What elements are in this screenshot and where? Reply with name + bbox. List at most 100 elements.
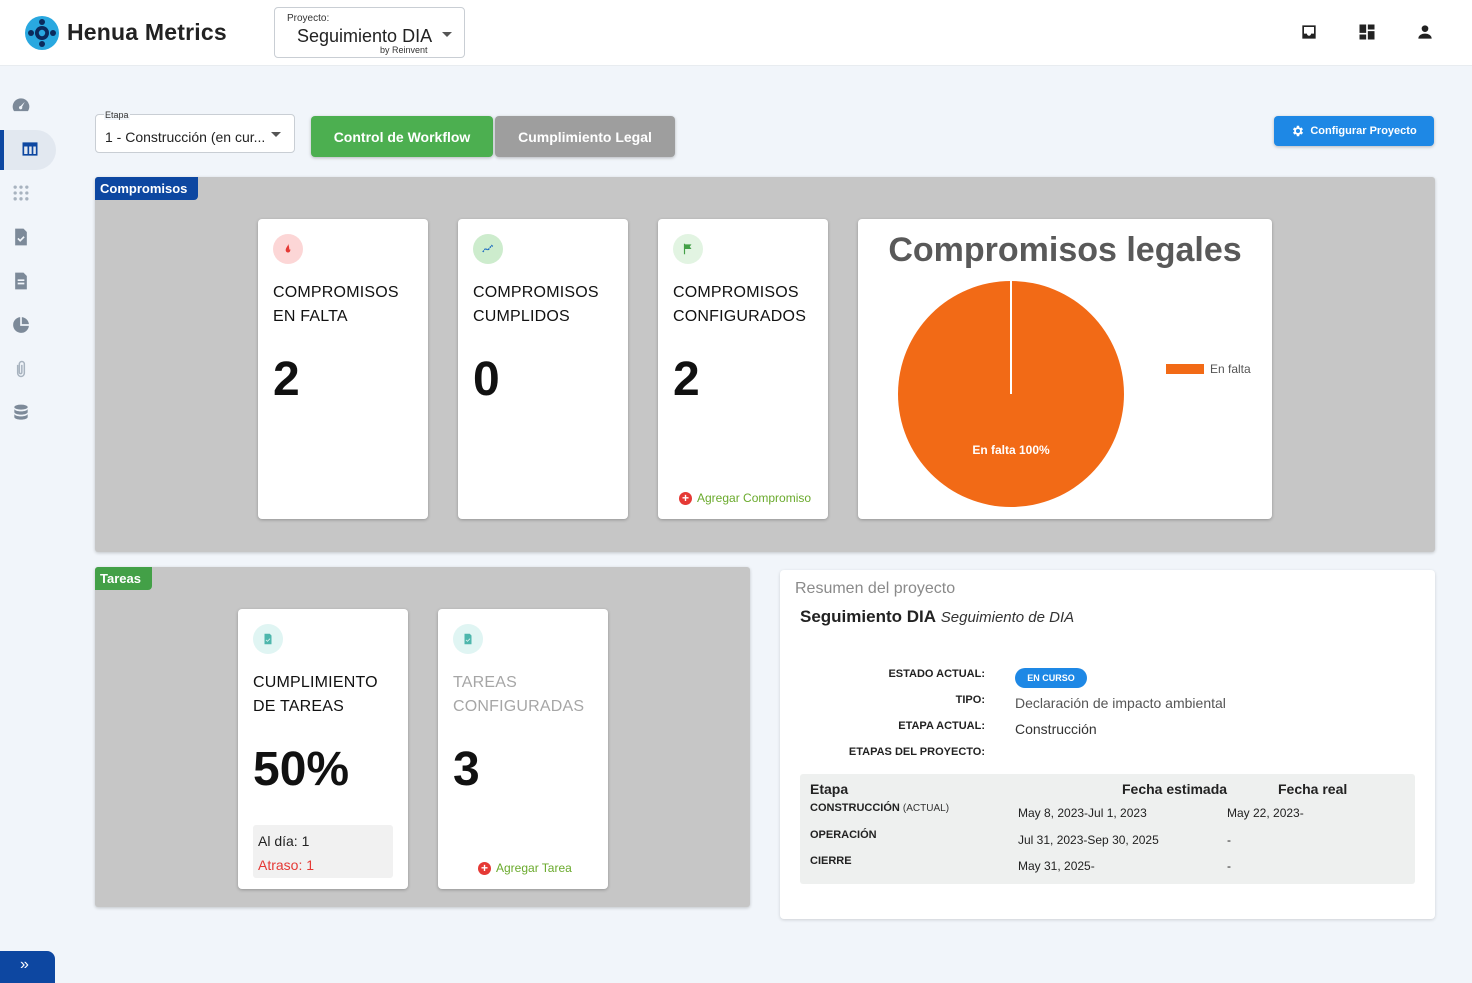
agregar-tarea-label: Agregar Tarea: [496, 861, 572, 875]
tipo-value: Declaración de impacto ambiental: [1015, 695, 1226, 711]
table-row-estimada: May 8, 2023-Jul 1, 2023: [1018, 806, 1147, 820]
etapa-actual-label: ETAPA ACTUAL:: [898, 720, 985, 732]
card-value: 50%: [253, 743, 350, 796]
card-title: COMPROMISOS CUMPLIDOS: [473, 284, 599, 325]
user-icon[interactable]: [1415, 22, 1435, 42]
card-value: 2: [673, 353, 700, 406]
paperclip-icon: [16, 360, 26, 378]
etapa-select[interactable]: Etapa 1 - Construcción (en cur...: [95, 110, 295, 153]
agregar-compromiso-link[interactable]: + Agregar Compromiso: [679, 491, 811, 505]
table-icon: [22, 142, 38, 156]
project-select-label: Proyecto:: [287, 13, 330, 24]
database-icon: [14, 404, 28, 420]
sidebar-item-grid[interactable]: [0, 174, 56, 214]
add-circle-icon: +: [478, 861, 491, 875]
legend-swatch[interactable]: [1166, 364, 1204, 374]
summary-heading: Resumen del proyecto: [795, 580, 956, 597]
etapa-actual-value: Construcción: [1015, 721, 1097, 737]
document-icon: [15, 272, 27, 290]
file-check-icon: [15, 228, 27, 246]
table-row-etapa: CONSTRUCCIÓN (ACTUAL): [810, 802, 950, 814]
card-value: 3: [453, 743, 480, 796]
column-header: Fecha estimada: [1122, 781, 1228, 797]
compromisos-legales-chart: Compromisos legales En falta 100% En falt…: [858, 219, 1272, 519]
card-title: COMPROMISOS CONFIGURADOS: [673, 284, 807, 325]
top-bar: Henua Metrics Proyecto: Seguimiento DIA …: [0, 0, 1472, 66]
sidebar-item-database[interactable]: [0, 394, 56, 434]
chart-title: Compromisos legales: [888, 231, 1242, 269]
trend-chart-icon: [473, 234, 503, 264]
task-check-icon: [453, 624, 483, 654]
al-dia-count: Al día: 1: [258, 833, 310, 849]
sidebar: [0, 66, 56, 983]
etapa-select-label: Etapa: [104, 110, 130, 120]
henua-logo-icon[interactable]: [24, 15, 60, 51]
etapa-select-value: 1 - Construcción (en cur...: [105, 129, 266, 145]
status-badge: EN CURSO: [1015, 668, 1087, 688]
gear-icon: [1293, 125, 1304, 137]
add-circle-icon: +: [679, 491, 692, 505]
project-select[interactable]: Proyecto: Seguimiento DIA by Reinvent: [274, 7, 465, 58]
project-select-value: Seguimiento DIA: [297, 26, 433, 46]
agregar-compromiso-label: Agregar Compromiso: [697, 491, 812, 505]
compromisos-en-falta-card[interactable]: COMPROMISOS EN FALTA 2: [258, 219, 428, 519]
grid-dots-icon: [13, 185, 29, 201]
configurar-proyecto-label: Configurar Proyecto: [1310, 125, 1417, 137]
table-row-real: May 22, 2023-: [1227, 806, 1304, 820]
sidebar-item-attachments[interactable]: [0, 350, 56, 390]
compromisos-tag: Compromisos: [95, 177, 198, 200]
cumplimiento-legal-button[interactable]: Cumplimiento Legal: [495, 116, 675, 157]
speedometer-icon: [12, 98, 30, 112]
stages-table: Etapa Fecha estimada Fecha real CONSTRUC…: [800, 774, 1415, 884]
estado-actual-label: ESTADO ACTUAL:: [888, 668, 985, 680]
inbox-icon[interactable]: [1299, 22, 1319, 42]
cumplimiento-tareas-card[interactable]: CUMPLIMIENTO DE TAREAS 50% Al día: 1 Atra…: [238, 609, 408, 889]
app-title: Henua Metrics: [67, 19, 227, 45]
table-row-real: -: [1227, 859, 1231, 873]
table-row-real: -: [1227, 833, 1231, 847]
tareas-panel: Tareas: [95, 567, 750, 907]
etapas-proyecto-label: ETAPAS DEL PROYECTO:: [848, 746, 985, 758]
project-summary: Resumen del proyecto Seguimiento DIA Seg…: [780, 570, 1435, 919]
tareas-status-box: Al día: 1 Atraso: 1: [253, 825, 393, 878]
agregar-tarea-link[interactable]: + Agregar Tarea: [478, 861, 572, 875]
tipo-label: TIPO:: [955, 694, 985, 706]
task-check-icon: [253, 624, 283, 654]
compromisos-configurados-card[interactable]: COMPROMISOS CONFIGURADOS 2 + Agregar Comp…: [658, 219, 828, 519]
pie-chart-icon: [13, 317, 29, 333]
pie-slice-label: En falta 100%: [972, 443, 1050, 457]
atraso-count: Atraso: 1: [258, 857, 315, 873]
tareas-tag: Tareas: [95, 567, 152, 590]
chevron-down-icon: [271, 132, 281, 137]
control-workflow-button[interactable]: Control de Workflow: [311, 116, 493, 157]
sidebar-item-table[interactable]: [0, 130, 56, 170]
card-value: 2: [273, 353, 300, 406]
compromisos-cumplidos-card[interactable]: COMPROMISOS CUMPLIDOS 0: [458, 219, 628, 519]
summary-project-name: Seguimiento DIA Seguimiento de DIA: [800, 607, 1075, 626]
column-header: Etapa: [810, 781, 849, 797]
card-title: TAREAS CONFIGURADAS: [453, 674, 585, 715]
table-row-estimada: Jul 31, 2023-Sep 30, 2025: [1018, 833, 1159, 847]
project-select-subtitle: by Reinvent: [380, 45, 428, 55]
sidebar-item-document[interactable]: [0, 262, 56, 302]
flag-icon: [673, 234, 703, 264]
table-row-etapa: CIERRE: [810, 855, 852, 867]
chevron-down-icon: [442, 32, 452, 37]
dashboard-icon[interactable]: [1357, 22, 1377, 42]
card-title: CUMPLIMIENTO DE TAREAS: [253, 674, 378, 715]
double-chevron-right-icon: »: [20, 956, 29, 973]
sidebar-item-speedometer[interactable]: [0, 86, 56, 126]
pie-chart: En falta 100% En falta: [898, 281, 1251, 507]
sidebar-item-pie-chart[interactable]: [0, 306, 56, 346]
card-title: COMPROMISOS EN FALTA: [273, 284, 399, 325]
table-row-estimada: May 31, 2025-: [1018, 859, 1095, 873]
card-value: 0: [473, 353, 500, 406]
configurar-proyecto-button[interactable]: Configurar Proyecto: [1274, 116, 1434, 146]
column-header: Fecha real: [1278, 781, 1348, 797]
sidebar-item-file-check[interactable]: [0, 218, 56, 258]
sidebar-expand-button[interactable]: »: [0, 951, 55, 983]
tareas-configuradas-card[interactable]: TAREAS CONFIGURADAS 3 + Agregar Tarea: [438, 609, 608, 889]
table-row-etapa: OPERACIÓN: [810, 829, 877, 841]
legend-label[interactable]: En falta: [1210, 362, 1251, 376]
fire-icon: [273, 234, 303, 264]
